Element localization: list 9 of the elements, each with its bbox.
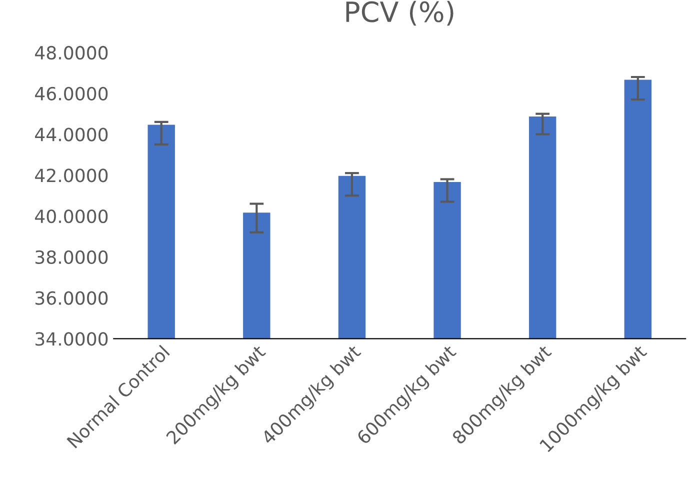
- y-tick-label: 40.0000: [35, 209, 108, 224]
- y-tick-label: 42.0000: [35, 168, 108, 182]
- y-tick-label: 48.0000: [35, 46, 108, 60]
- y-tick-label: 38.0000: [36, 250, 108, 264]
- y-tick-label: 34.0000: [36, 332, 108, 346]
- y-tick-label: 46.0000: [35, 86, 108, 100]
- y-tick-label: 44.0000: [35, 128, 108, 142]
- y-tick-label: 36.0000: [36, 291, 108, 305]
- chart-title: PCV (%): [346, 0, 454, 26]
